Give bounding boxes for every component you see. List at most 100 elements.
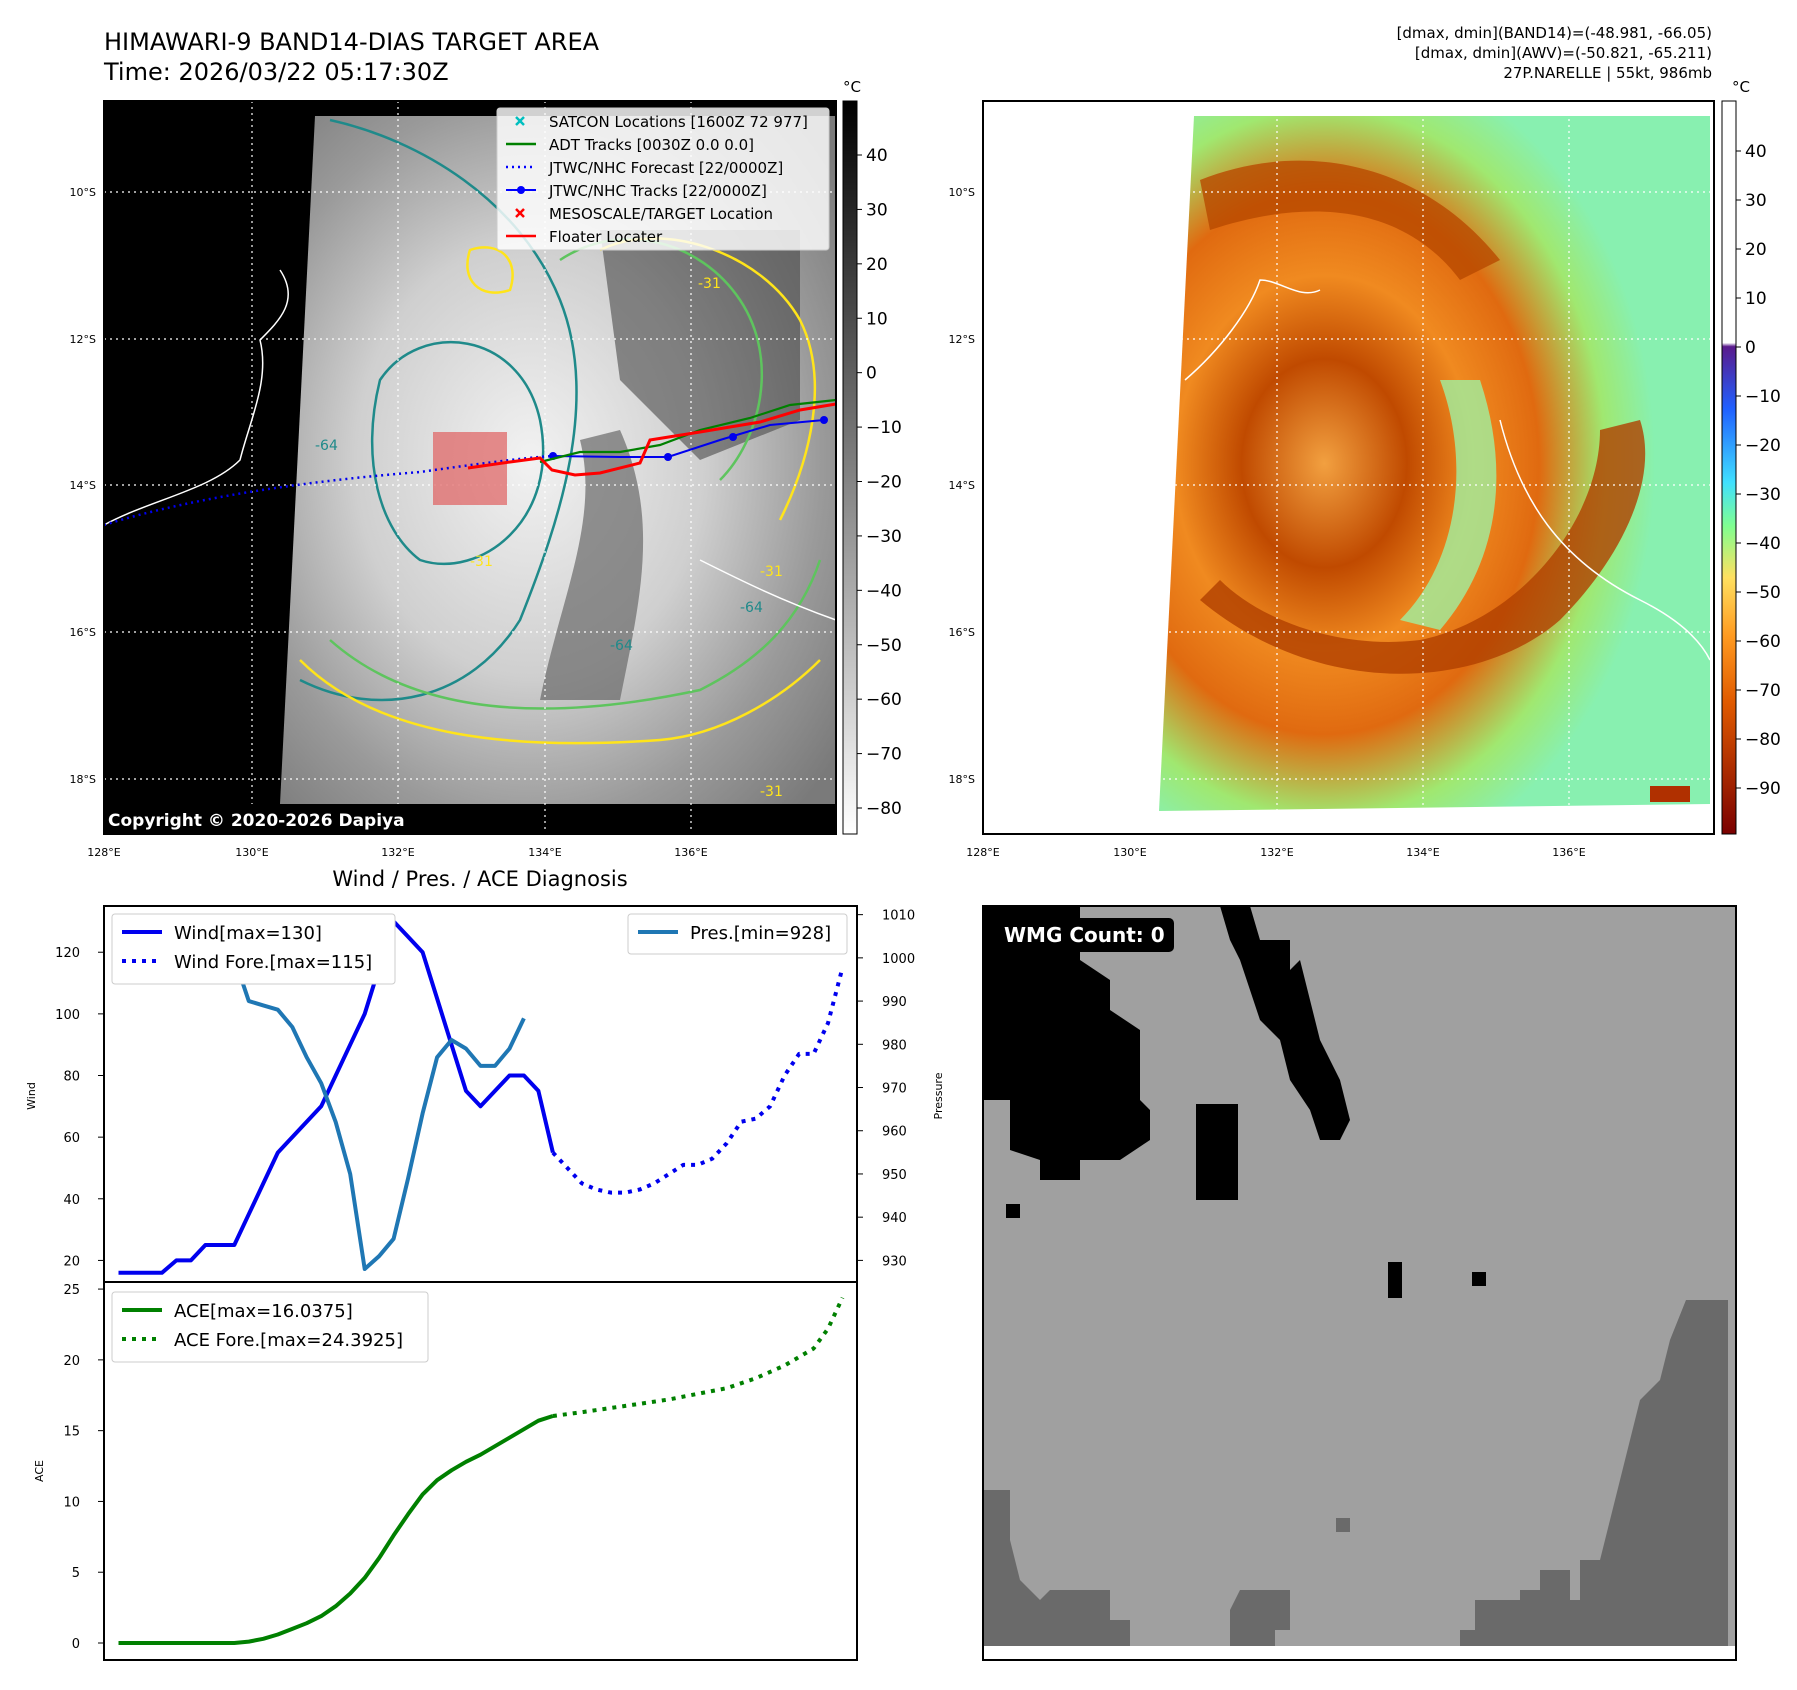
pressure-tick-label: 980 xyxy=(882,1038,907,1053)
pressure-tick-label: 970 xyxy=(882,1082,907,1097)
wind-tick-label: 80 xyxy=(63,1070,80,1085)
coastline-right xyxy=(699,559,837,621)
wmg-black-cell xyxy=(1196,1104,1238,1200)
pressure-legend-box xyxy=(627,913,848,955)
ir-grid xyxy=(104,101,836,834)
wind-tick-label: 100 xyxy=(55,1008,80,1023)
left-colorbar-tick-label: −50 xyxy=(866,636,902,656)
right-colorbar-scale xyxy=(1721,100,1737,835)
wind-tick-label: 20 xyxy=(63,1254,80,1269)
left-colorbar-tick-label: 40 xyxy=(866,146,888,166)
lat-tick-label: 14°S xyxy=(949,479,975,492)
contour-label: -64 xyxy=(315,438,338,454)
wmg-dark-gray-southeast xyxy=(1460,1300,1728,1646)
color-map-frame xyxy=(982,100,1715,835)
lat-tick-label: 12°S xyxy=(70,333,96,346)
ir-map-panel: Copyright © 2020-2026 Dapiya -31 -64 -31… xyxy=(103,100,837,835)
ace-tick-label: 5 xyxy=(72,1566,80,1581)
ace-forecast-legend-label: ACE Fore.[max=24.3925] xyxy=(174,1330,403,1351)
wind-legend-box xyxy=(111,913,396,985)
left-colorbar-tick-label: −40 xyxy=(866,581,902,601)
left-colorbar: °C 40 30 20 10 0 −10 −20 −30 −40 −50 −60 −70 −80 xyxy=(842,78,902,835)
legend-box xyxy=(496,107,830,251)
wind-pressure-chart: 20 40 60 80 100 120 930 940 950 960 970 980 990 1000 1… xyxy=(25,905,945,1283)
pressure-tick-label: 990 xyxy=(882,995,907,1010)
right-colorbar-tick-label: −10 xyxy=(1745,387,1781,407)
ace-tick-label: 0 xyxy=(72,1637,80,1652)
wmg-frame xyxy=(982,905,1737,1661)
wmg-black-cell xyxy=(1388,1262,1402,1298)
contour-teal-2 xyxy=(370,340,545,566)
wmg-dark-gray-southwest xyxy=(983,1490,1130,1646)
lat-tick-label: 16°S xyxy=(949,626,975,639)
contour-label: -31 xyxy=(760,784,783,800)
lat-tick-label: 10°S xyxy=(949,186,975,199)
left-colorbar-tick-label: −30 xyxy=(866,527,902,547)
wmg-dark-gray-cell xyxy=(1336,1518,1350,1532)
map-legend: SATCON Locations [1600Z 72 977] ADT Trac… xyxy=(496,107,830,251)
lon-tick-label: 130°E xyxy=(1113,846,1146,859)
left-colorbar-scale xyxy=(842,100,858,835)
lon-tick-label: 128°E xyxy=(966,846,999,859)
color-green-band xyxy=(1400,380,1497,630)
lat-tick-label: 14°S xyxy=(70,479,96,492)
jtwc-forecast-track xyxy=(103,454,554,527)
wind-forecast-legend-label: Wind Fore.[max=115] xyxy=(174,952,372,973)
right-colorbar-tick-label: −50 xyxy=(1745,583,1781,603)
left-colorbar-tick-label: −10 xyxy=(866,418,902,438)
left-colorbar-unit: °C xyxy=(843,78,861,96)
wmg-count-label: WMG Count: 0 xyxy=(1004,923,1165,947)
lon-tick-label: 134°E xyxy=(528,846,561,859)
wmg-black-cloud-north xyxy=(1220,906,1350,1140)
legend-label: Floater Locater xyxy=(549,228,663,246)
ace-legend-box xyxy=(111,1291,429,1363)
legend-label: JTWC/NHC Tracks [22/0000Z] xyxy=(548,182,767,200)
pressure-tick-label: 1000 xyxy=(882,952,915,967)
contour-yellow-3 xyxy=(466,246,514,294)
ace-tick-label: 15 xyxy=(63,1425,80,1440)
pressure-tick-label: 950 xyxy=(882,1168,907,1183)
legend-marker-mesoscale xyxy=(515,208,525,218)
wind-legend: Wind[max=130] Wind Fore.[max=115] xyxy=(111,913,396,985)
contour-label: -64 xyxy=(740,600,763,616)
wind-legend-label: Wind[max=130] xyxy=(174,923,322,944)
right-colorbar-tick-label: −90 xyxy=(1745,779,1781,799)
main-title: HIMAWARI-9 BAND14-DIAS TARGET AREA xyxy=(104,28,600,56)
wmg-black-cell xyxy=(1472,1272,1486,1286)
right-colorbar-tick-label: 30 xyxy=(1745,191,1767,211)
ace-chart: 0 5 10 15 20 25 ACE ACE[max=16.0375] ACE Fore… xyxy=(33,1281,858,1661)
series-line xyxy=(552,1296,845,1418)
jtwc-track xyxy=(552,419,825,458)
ace-tick-label: 20 xyxy=(63,1354,80,1369)
lat-tick-label: 12°S xyxy=(949,333,975,346)
wind-tick-label: 40 xyxy=(63,1193,80,1208)
right-colorbar-tick-label: 10 xyxy=(1745,289,1767,309)
wmg-panel: WMG Count: 0 xyxy=(982,905,1737,1661)
lat-tick-label: 18°S xyxy=(949,773,975,786)
time-title: Time: 2026/03/22 05:17:30Z xyxy=(103,58,449,86)
right-colorbar-tick-label: −80 xyxy=(1745,730,1781,750)
wind-tick-label: 120 xyxy=(55,946,80,961)
adt-track xyxy=(539,398,837,464)
legend-label: MESOSCALE/TARGET Location xyxy=(549,205,773,223)
color-east-cell xyxy=(1650,786,1690,802)
right-colorbar-tick-label: 0 xyxy=(1745,338,1756,358)
ir-dark-region xyxy=(600,230,800,460)
contour-label: -64 xyxy=(610,638,633,654)
left-colorbar-tick-label: 0 xyxy=(866,364,877,384)
info-line-1: [dmax, dmin](BAND14)=(-48.981, -66.05) xyxy=(1397,24,1712,42)
lat-tick-label: 18°S xyxy=(70,773,96,786)
left-colorbar-tick-label: 20 xyxy=(866,255,888,275)
copyright: Copyright © 2020-2026 Dapiya xyxy=(108,811,405,831)
left-colorbar-tick-label: 10 xyxy=(866,309,888,329)
legend-label: ADT Tracks [0030Z 0.0 0.0] xyxy=(549,136,754,154)
wmg-black-cell xyxy=(1006,1204,1020,1218)
ir-map-frame xyxy=(103,100,837,835)
info-line-2: [dmax, dmin](AWV)=(-50.821, -65.211) xyxy=(1415,44,1712,62)
copyright-box xyxy=(104,804,434,834)
pressure-axis-label: Pressure xyxy=(932,1072,945,1119)
wmg-label-box xyxy=(994,918,1174,952)
color-outer-rainband xyxy=(1200,420,1646,674)
contour-green-1 xyxy=(329,559,822,710)
wind-tick-label: 60 xyxy=(63,1131,80,1146)
